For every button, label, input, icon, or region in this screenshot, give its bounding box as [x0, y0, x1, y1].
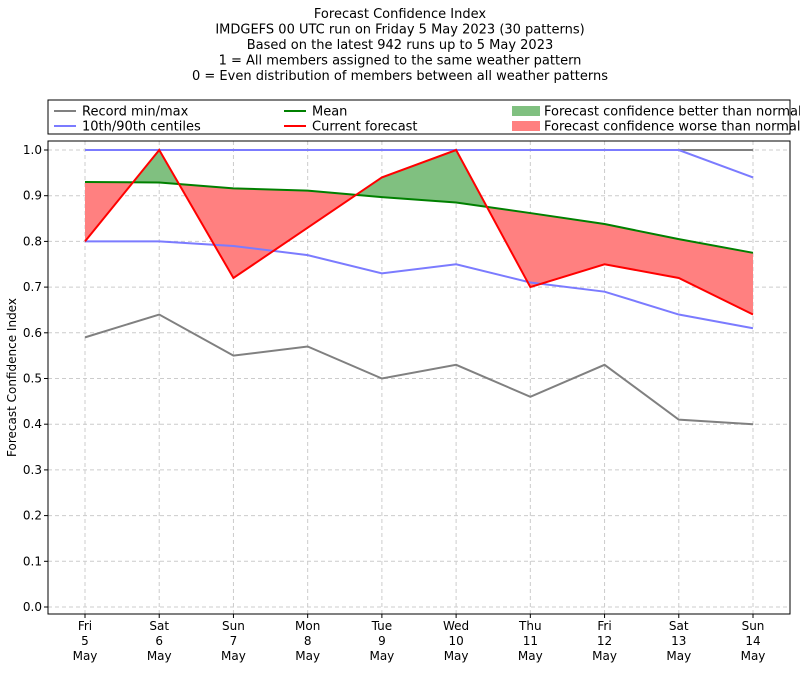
x-tick-label: May	[221, 649, 246, 663]
chart-subtitle: 0 = Even distribution of members between…	[192, 69, 608, 84]
x-tick-label: 9	[378, 634, 386, 648]
series-line-mean	[84, 180, 754, 254]
x-tick-label: May	[295, 649, 320, 663]
chart-subtitle: 1 = All members assigned to the same wea…	[219, 54, 582, 69]
plot-frame	[47, 140, 791, 615]
legend-label: Mean	[312, 105, 347, 120]
y-tick-label: 0.2	[23, 509, 42, 523]
legend-box	[47, 99, 791, 135]
x-tick-label: May	[741, 649, 766, 663]
x-tick-label: Thu	[518, 619, 542, 633]
x-tick-label: Sun	[222, 619, 245, 633]
x-tick-label: 14	[745, 634, 760, 648]
x-tick-label: 7	[230, 634, 238, 648]
x-tick-label: May	[73, 649, 98, 663]
y-tick-label: 0.7	[23, 280, 42, 294]
series-line-10th-centile	[85, 240, 754, 330]
x-tick-label: 6	[155, 634, 163, 648]
x-tick-label: Sun	[742, 619, 765, 633]
x-tick-label: 11	[523, 634, 538, 648]
x-tick-label: Mon	[295, 619, 320, 633]
x-tick-label: May	[518, 649, 543, 663]
y-tick-label: 0.1	[23, 554, 42, 568]
y-tick-label: 0.0	[23, 600, 42, 614]
chart-subtitle: Based on the latest 942 runs up to 5 May…	[247, 38, 553, 53]
y-tick-label: 0.9	[23, 189, 42, 203]
y-tick-label: 0.5	[23, 372, 42, 386]
x-tick-label: May	[592, 649, 617, 663]
legend-label: 10th/90th centiles	[82, 120, 201, 135]
x-tick-label: Sat	[669, 619, 689, 633]
y-tick-label: 0.8	[23, 234, 42, 248]
chart-subtitle: IMDGEFS 00 UTC run on Friday 5 May 2023 …	[215, 23, 584, 38]
x-tick-label: Sat	[149, 619, 169, 633]
legend-label: Record min/max	[82, 105, 189, 120]
legend-patch	[512, 106, 540, 116]
x-tick-label: Fri	[597, 619, 611, 633]
legend-label: Forecast confidence better than normal	[544, 105, 800, 120]
x-tick-label: May	[444, 649, 469, 663]
x-tick-label: 8	[304, 634, 312, 648]
x-tick-label: May	[666, 649, 691, 663]
x-tick-label: May	[369, 649, 394, 663]
y-axis-label: Forecast Confidence Index	[5, 298, 19, 457]
legend-label: Current forecast	[312, 120, 418, 135]
worse-than-normal-fill	[85, 181, 753, 315]
y-tick-label: 0.4	[23, 417, 42, 431]
x-tick-label: 10	[448, 634, 463, 648]
x-tick-label: May	[147, 649, 172, 663]
legend-patch	[512, 121, 540, 131]
y-tick-label: 1.0	[23, 143, 42, 157]
x-tick-label: 12	[597, 634, 612, 648]
better-than-normal-fill	[85, 150, 753, 253]
series-line-record-min	[84, 313, 754, 426]
x-tick-label: 5	[81, 634, 89, 648]
series-line-90th-centile	[85, 149, 754, 179]
x-tick-label: Wed	[443, 619, 469, 633]
legend-label: Forecast confidence worse than normal	[544, 120, 800, 135]
y-tick-label: 0.3	[23, 463, 42, 477]
x-tick-label: 13	[671, 634, 686, 648]
x-tick-label: Fri	[78, 619, 92, 633]
y-tick-label: 0.6	[23, 326, 42, 340]
series-line-current-forecast	[84, 148, 754, 316]
x-tick-label: Tue	[371, 619, 393, 633]
chart-title: Forecast Confidence Index	[314, 7, 486, 22]
